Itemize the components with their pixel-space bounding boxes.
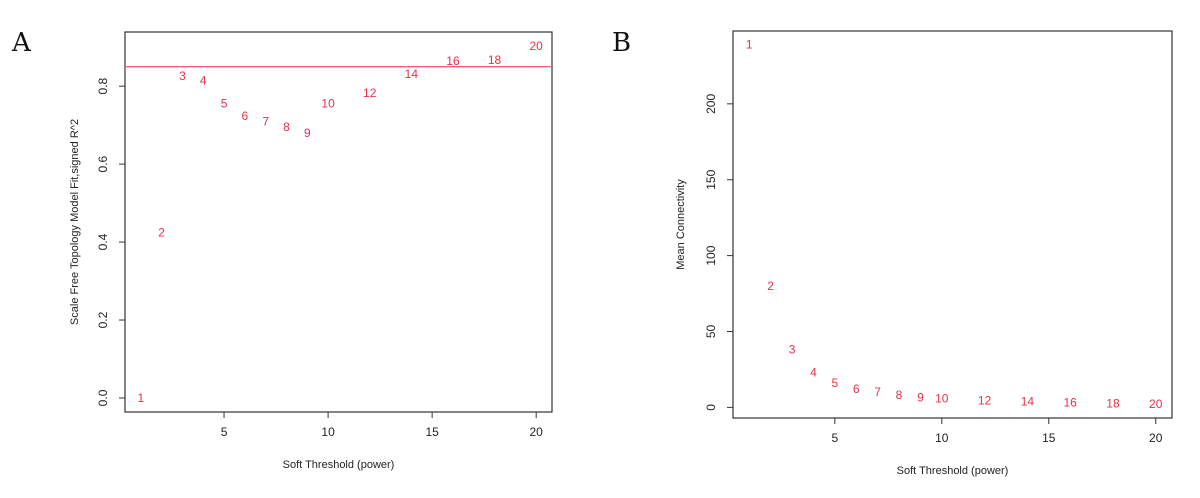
data-point-label-b: 12 xyxy=(978,393,992,407)
data-point-label-b: 3 xyxy=(789,343,796,357)
data-point-label-b: 4 xyxy=(810,365,817,379)
y-tick-label-a: 0.6 xyxy=(96,155,110,172)
y-tick-label-b: 100 xyxy=(704,245,718,265)
y-tick-label-b: 200 xyxy=(704,94,718,114)
data-point-label-a: 4 xyxy=(200,73,207,87)
y-tick-label-a: 0.8 xyxy=(96,78,110,95)
data-point-label-a: 1 xyxy=(137,391,144,405)
x-tick-label-a: 20 xyxy=(530,425,544,439)
plot-frame-a xyxy=(124,31,553,413)
data-point-label-b: 7 xyxy=(874,385,881,399)
data-point-label-b: 2 xyxy=(767,279,774,293)
y-tick-label-a: 0.4 xyxy=(96,233,110,250)
y-tick-label-a: 0.2 xyxy=(96,311,110,328)
data-point-label-b: 6 xyxy=(853,382,860,396)
panel-b-letter: B xyxy=(612,28,632,58)
data-point-label-b: 8 xyxy=(896,388,903,402)
data-point-label-a: 16 xyxy=(446,54,460,68)
x-tick-label-a: 5 xyxy=(221,425,228,439)
data-point-label-a: 14 xyxy=(405,67,419,81)
data-point-label-b: 10 xyxy=(935,391,949,405)
data-point-label-a: 6 xyxy=(242,109,249,123)
x-tick-label-b: 15 xyxy=(1042,431,1056,445)
data-point-label-b: 16 xyxy=(1063,395,1077,409)
data-point-label-a: 7 xyxy=(262,114,269,128)
x-tick-label-a: 15 xyxy=(425,425,439,439)
plot-frame-b xyxy=(732,30,1173,419)
data-point-label-a: 10 xyxy=(321,96,335,110)
data-point-label-b: 5 xyxy=(831,376,838,390)
data-point-label-a: 3 xyxy=(179,69,186,83)
x-tick-label-b: 20 xyxy=(1149,431,1163,445)
data-point-label-a: 18 xyxy=(488,53,502,67)
data-point-label-b: 18 xyxy=(1106,396,1120,410)
data-point-label-a: 2 xyxy=(158,226,165,240)
data-point-label-b: 14 xyxy=(1021,394,1035,408)
y-tick-label-a: 0.0 xyxy=(96,389,110,406)
y-tick-label-b: 50 xyxy=(704,324,718,338)
data-point-label-b: 20 xyxy=(1149,397,1163,411)
data-point-label-a: 12 xyxy=(363,86,377,100)
x-axis-title-b: Soft Threshold (power) xyxy=(897,465,1009,477)
data-point-label-a: 8 xyxy=(283,120,290,134)
x-axis-title-a: Soft Threshold (power) xyxy=(283,459,395,471)
x-tick-label-b: 5 xyxy=(831,431,838,445)
y-tick-label-b: 150 xyxy=(704,169,718,189)
data-point-label-a: 20 xyxy=(530,39,544,53)
data-point-label-a: 5 xyxy=(221,96,228,110)
x-tick-label-b: 10 xyxy=(935,431,949,445)
y-axis-title-b: Mean Connectivity xyxy=(675,179,687,270)
data-point-label-b: 9 xyxy=(917,390,924,404)
data-point-label-a: 9 xyxy=(304,126,311,140)
data-point-label-b: 1 xyxy=(746,38,753,52)
y-tick-label-b: 0 xyxy=(704,404,718,411)
panel-a-letter: A xyxy=(12,28,31,58)
y-axis-title-a: Scale Free Topology Model Fit,signed R^2 xyxy=(69,119,81,325)
x-tick-label-a: 10 xyxy=(321,425,335,439)
